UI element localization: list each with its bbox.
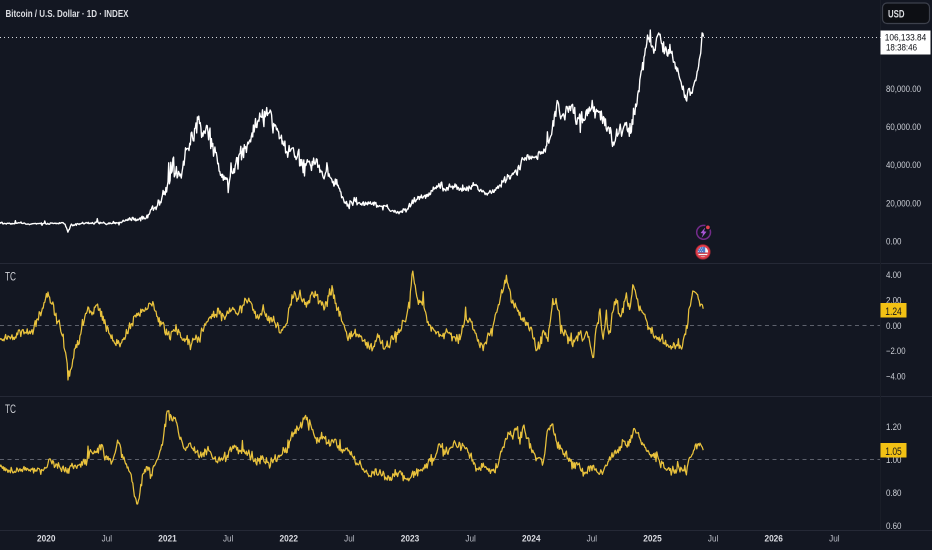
svg-text:2023: 2023 xyxy=(401,534,420,545)
svg-text:0.00: 0.00 xyxy=(886,237,902,247)
svg-text:−4.00: −4.00 xyxy=(886,371,906,381)
svg-text:18:38:46: 18:38:46 xyxy=(886,43,917,54)
svg-text:Bitcoin / U.S. Dollar · 1D · I: Bitcoin / U.S. Dollar · 1D · INDEX xyxy=(6,8,129,20)
svg-text:80,000.00: 80,000.00 xyxy=(886,84,921,94)
svg-text:Jul: Jul xyxy=(465,534,476,545)
svg-text:106,133.84: 106,133.84 xyxy=(885,32,927,43)
svg-text:2021: 2021 xyxy=(158,534,177,545)
svg-text:2024: 2024 xyxy=(522,534,541,545)
svg-text:2.00: 2.00 xyxy=(886,296,902,306)
svg-text:1.05: 1.05 xyxy=(885,446,902,458)
svg-text:0.00: 0.00 xyxy=(886,321,902,331)
svg-text:Jul: Jul xyxy=(344,534,355,545)
svg-text:2026: 2026 xyxy=(764,534,783,545)
svg-text:Jul: Jul xyxy=(708,534,719,545)
svg-text:4.00: 4.00 xyxy=(886,270,902,280)
svg-text:60,000.00: 60,000.00 xyxy=(886,122,921,132)
svg-text:Jul: Jul xyxy=(829,534,840,545)
svg-text:2022: 2022 xyxy=(280,534,299,545)
svg-text:TC: TC xyxy=(5,272,16,284)
svg-text:0.60: 0.60 xyxy=(886,521,902,531)
svg-text:0.80: 0.80 xyxy=(886,488,902,498)
svg-text:1.20: 1.20 xyxy=(886,422,902,432)
svg-text:−2.00: −2.00 xyxy=(886,346,906,356)
svg-text:2025: 2025 xyxy=(643,534,662,545)
svg-text:Jul: Jul xyxy=(102,534,113,545)
svg-text:Jul: Jul xyxy=(587,534,598,545)
svg-text:40,000.00: 40,000.00 xyxy=(886,160,921,170)
svg-text:2020: 2020 xyxy=(37,534,56,545)
svg-text:1.00: 1.00 xyxy=(886,455,902,465)
svg-text:20,000.00: 20,000.00 xyxy=(886,198,921,208)
svg-text:1.24: 1.24 xyxy=(885,306,902,318)
svg-text:TC: TC xyxy=(5,404,16,416)
svg-text:USD: USD xyxy=(888,9,905,21)
svg-text:Jul: Jul xyxy=(223,534,234,545)
